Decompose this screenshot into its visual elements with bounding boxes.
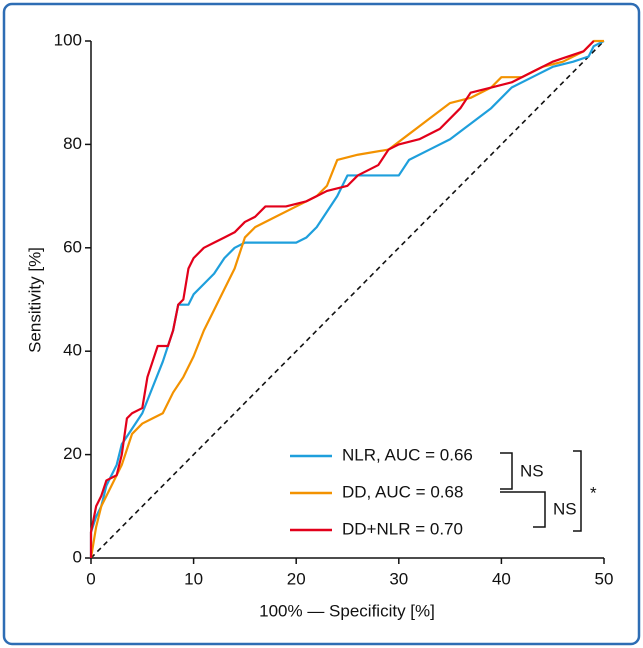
- y-axis-title: Sensitivity [%]: [25, 247, 44, 353]
- x-tick-label: 50: [595, 569, 614, 588]
- y-tick-label: 0: [73, 547, 82, 566]
- x-tick-label: 40: [492, 569, 511, 588]
- legend-label: NLR, AUC = 0.66: [342, 445, 473, 464]
- legend-label: DD, AUC = 0.68: [342, 482, 463, 501]
- x-tick-label: 10: [184, 569, 203, 588]
- y-tick-label: 40: [63, 341, 82, 360]
- y-tick-label: 80: [63, 134, 82, 153]
- annotation: *: [590, 483, 597, 502]
- legend-label: DD+NLR = 0.70: [342, 519, 463, 538]
- series-line: [89, 40, 595, 558]
- y-tick-label: 60: [63, 237, 82, 256]
- y-tick-label: 20: [63, 444, 82, 463]
- x-axis-title: 100% — Specificity [%]: [259, 601, 435, 620]
- series-line: [89, 40, 605, 558]
- x-tick-label: 30: [389, 569, 408, 588]
- bracket: [500, 452, 513, 490]
- reference-diagonal: [90, 40, 605, 559]
- annotation: NS: [520, 461, 544, 480]
- annotation: NS: [553, 499, 577, 518]
- bracket: [573, 450, 582, 532]
- bracket: [500, 491, 546, 528]
- y-tick-label: 100: [54, 30, 82, 49]
- x-tick-label: 20: [287, 569, 306, 588]
- series-line: [89, 39, 604, 559]
- x-tick-label: 0: [86, 569, 95, 588]
- brackets: [500, 450, 582, 532]
